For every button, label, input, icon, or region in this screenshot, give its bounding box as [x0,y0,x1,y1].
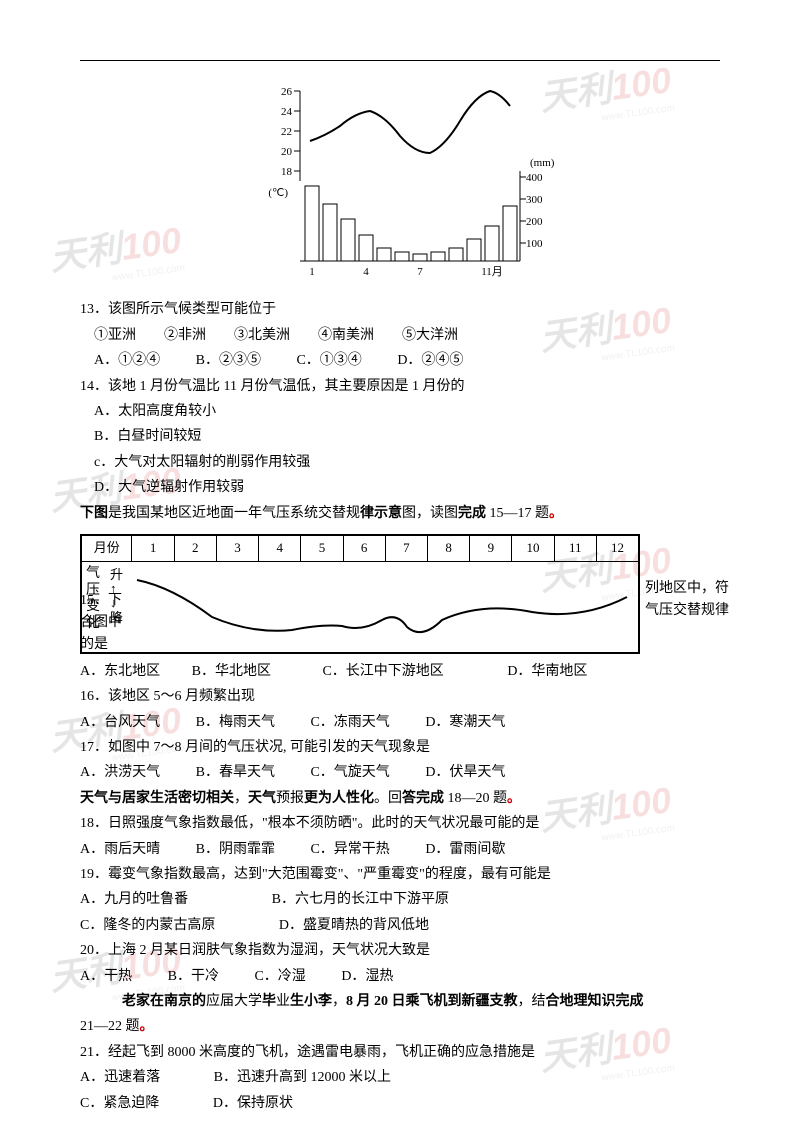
intro-15-17: 下图是我国某地区近地面一年气压系统交替规律示意图，读图完成 15—17 题。 [80,503,720,525]
svg-text:11月: 11月 [481,266,503,278]
svg-text:(mm): (mm) [530,157,555,169]
q18-stem: 18．日照强度气象指数最低，"根本不须防晒"。此时的天气状况最可能的是 [80,813,720,835]
q16-options: A．台风天气 B．梅雨天气 C．冻雨天气 D．寒潮天气 [80,712,720,734]
q20-options: A．干热 B．干冷 C．冷湿 D．湿热 [80,966,720,988]
q14-c: c．大气对太阳辐射的削弱作用较强 [80,452,720,474]
q14-a: A．太阳高度角较小 [80,401,720,423]
q19-options2: C．隆冬的内蒙古高原 D．盛夏晴热的背风低地 [80,915,720,937]
intro-21-22: 老家在南京的应届大学毕业生小李，8 月 20 日乘飞机到新疆支教，结合地理知识完… [80,991,720,1013]
climate-chart: 26 24 22 20 18 (℃) (mm) 400 300 200 100 … [80,81,720,289]
intro-21-22-line2: 21—22 题。 [80,1016,720,1038]
q19-stem: 19．霉变气象指数最高，达到"大范围霉变"、"严重霉变"的程度，最有可能是 [80,864,720,886]
q15-pre2: 合图中 [80,612,720,634]
svg-text:300: 300 [526,194,543,206]
q20-stem: 20．上海 2 月某日润肤气象指数为湿润，天气状况大致是 [80,940,720,962]
svg-text:7: 7 [417,266,423,278]
q16-stem: 16．该地区 5～6 月频繁出现 [80,686,720,708]
q21-options2: C．紧急迫降 D．保持原状 [80,1093,720,1115]
svg-text:1: 1 [309,266,315,278]
svg-text:20: 20 [281,146,293,158]
q14-stem: 14．该地 1 月份气温比 11 月份气温低，其主要原因是 1 月份的 [80,376,720,398]
q17-stem: 17．如图中 7～8 月间的气压状况, 可能引发的天气现象是 [80,737,720,759]
svg-text:(℃): (℃) [268,187,288,199]
intro-18-20: 天气与居家生活密切相关，天气预报更为人性化。回答完成 18—20 题。 [80,788,720,810]
svg-text:400: 400 [526,172,543,184]
q13-items: ①亚洲 ②非洲 ③北美洲 ④南美洲 ⑤大洋洲 [80,325,720,347]
q17-options: A．洪涝天气 B．春旱天气 C．气旋天气 D．伏旱天气 [80,762,720,784]
q15-options: A．东北地区 B．华北地区 C．长江中下游地区 D．华南地区 [80,661,720,683]
q15-pre1: 15．下 [80,590,720,612]
q13-options: A．①②④ B．②③⑤ C．①③④ D．②④⑤ [80,350,720,372]
q21-options: A．迅速着落 B．迅速升高到 12000 米以上 [80,1067,720,1089]
q15-pre3: 的是 [80,634,720,656]
svg-text:4: 4 [363,266,369,278]
top-rule [80,60,720,61]
q19-options: A．九月的吐鲁番 B．六七月的长江中下游平原 [80,889,720,911]
q13-stem: 13．该图所示气候类型可能位于 [80,299,720,321]
svg-text:22: 22 [281,126,292,138]
q18-options: A．雨后天晴 B．阴雨霏霏 C．异常干热 D．雷雨间歇 [80,839,720,861]
svg-text:18: 18 [281,166,293,178]
svg-text:24: 24 [281,106,293,118]
svg-text:100: 100 [526,238,543,250]
q21-stem: 21．经起飞到 8000 米高度的飞机，途遇雷电暴雨，飞机正确的应急措施是 [80,1042,720,1064]
svg-text:200: 200 [526,216,543,228]
q14-b: B．白昼时间较短 [80,426,720,448]
q14-d: D．大气逆辐射作用较弱 [80,477,720,499]
svg-text:26: 26 [281,86,293,98]
